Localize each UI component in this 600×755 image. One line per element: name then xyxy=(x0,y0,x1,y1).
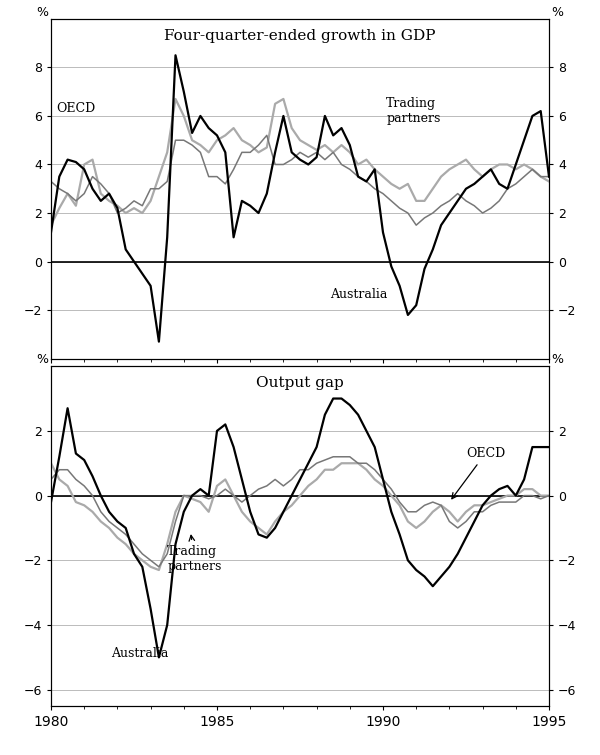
Text: Trading
partners: Trading partners xyxy=(167,535,221,573)
Text: %: % xyxy=(551,6,563,19)
Text: OECD: OECD xyxy=(56,102,95,116)
Text: Output gap: Output gap xyxy=(256,377,344,390)
Text: %: % xyxy=(37,6,49,19)
Text: Australia: Australia xyxy=(330,288,387,301)
Text: %: % xyxy=(37,353,49,366)
Text: Australia: Australia xyxy=(111,647,168,661)
Text: OECD: OECD xyxy=(452,447,505,499)
Text: Four-quarter-ended growth in GDP: Four-quarter-ended growth in GDP xyxy=(164,29,436,43)
Text: %: % xyxy=(551,353,563,366)
Text: Trading
partners: Trading partners xyxy=(386,97,440,125)
